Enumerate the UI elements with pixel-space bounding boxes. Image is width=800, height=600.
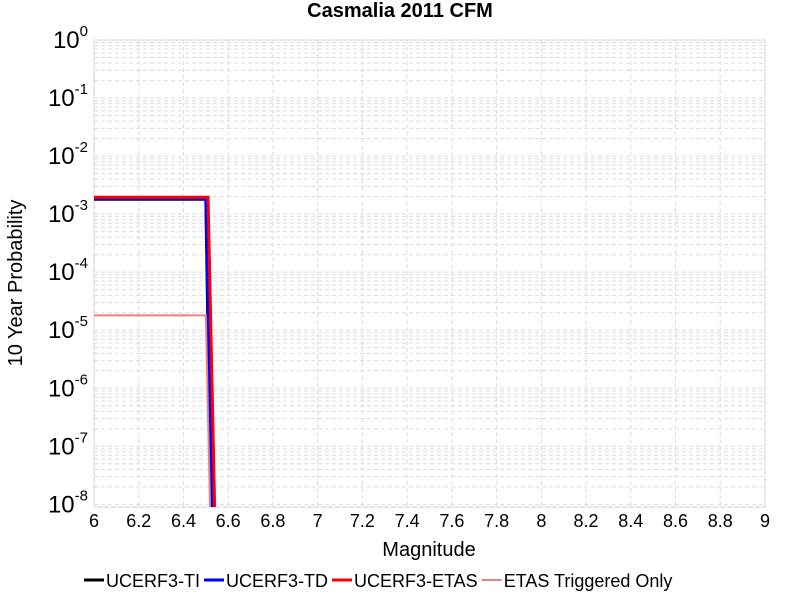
x-axis-label: Magnitude [382,539,475,561]
y-tick-base: 10 [48,143,75,170]
y-tick-base: 10 [48,259,75,286]
legend-label: UCERF3-TI [106,571,200,591]
y-tick-exponent: -1 [75,81,88,98]
y-tick-exponent: -7 [75,429,88,446]
y-tick-label: 10-8 [48,487,88,518]
series-line [94,195,217,507]
x-tick-label: 6.8 [260,511,285,531]
x-tick-label: 6 [89,511,99,531]
x-tick-label: 7.8 [484,511,509,531]
y-tick-exponent: 0 [80,23,88,40]
y-tick-base: 10 [53,27,80,54]
y-tick-label: 10-4 [48,255,88,286]
y-tick-label: 100 [53,23,88,54]
x-tick-label: 6.2 [126,511,151,531]
x-tick-label: 8 [536,511,546,531]
y-tick-exponent: -4 [75,255,88,272]
x-tick-label: 7.2 [350,511,375,531]
x-tick-label: 8.8 [708,511,733,531]
y-tick-label: 10-3 [48,197,88,228]
x-tick-label: 8.6 [663,511,688,531]
y-tick-base: 10 [48,375,75,402]
chart-title: Casmalia 2011 CFM [307,0,493,22]
y-tick-base: 10 [48,491,75,518]
y-tick-base: 10 [48,433,75,460]
series-line [94,314,212,507]
y-tick-label: 10-2 [48,139,88,170]
y-tick-exponent: -5 [75,313,88,330]
y-tick-label: 10-7 [48,429,88,460]
y-tick-base: 10 [48,201,75,228]
y-tick-base: 10 [48,85,75,112]
y-tick-exponent: -8 [75,487,88,504]
y-tick-exponent: -6 [75,371,88,388]
x-tick-label: 7.4 [395,511,420,531]
y-tick-base: 10 [48,317,75,344]
y-tick-label: 10-1 [48,81,88,112]
x-tick-label: 8.4 [618,511,643,531]
x-tick-label: 9 [760,511,770,531]
plot-area [93,39,766,508]
x-tick-label: 7 [313,511,323,531]
x-tick-label: 7.6 [439,511,464,531]
y-tick-label: 10-5 [48,313,88,344]
x-tick-label: 8.2 [574,511,599,531]
y-tick-exponent: -3 [75,197,88,214]
y-axis-label: 10 Year Probability [5,200,27,367]
x-tick-label: 6.6 [216,511,241,531]
y-tick-exponent: -2 [75,139,88,156]
legend-label: UCERF3-TD [226,571,328,591]
plot-lines [94,195,217,507]
legend-label: UCERF3-ETAS [354,571,478,591]
x-tick-label: 6.4 [171,511,196,531]
legend-label: ETAS Triggered Only [504,571,673,591]
y-tick-label: 10-6 [48,371,88,402]
